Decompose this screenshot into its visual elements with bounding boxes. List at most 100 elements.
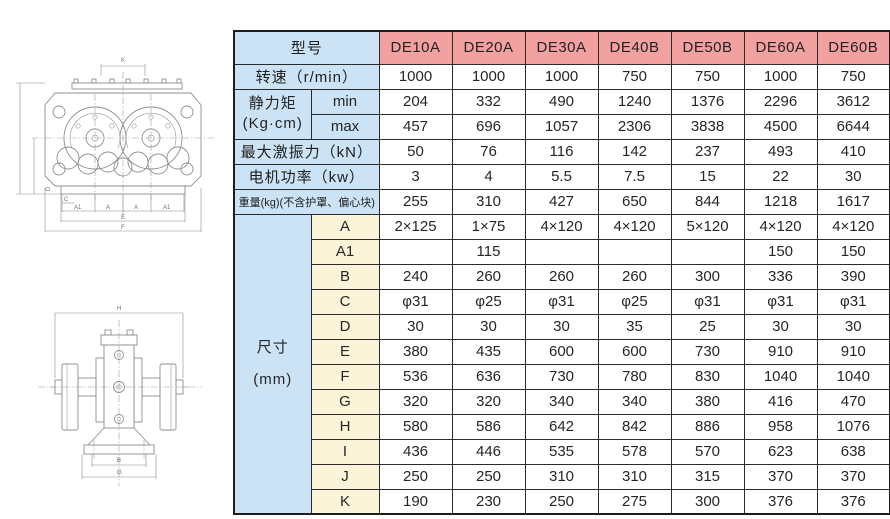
static-moment-min-label-cell: min [310, 88, 380, 115]
table-row: F 536 636 730 780 830 1040 1040 [234, 363, 890, 390]
model-name-cell: DE60B [816, 30, 890, 65]
dimension-label-cell: F [310, 363, 380, 390]
table-row: I 436 446 535 578 570 623 638 [234, 438, 890, 465]
table-row: 型号 DE10A DE20A DE30A DE40B DE50B DE60A DE60B [233, 30, 890, 65]
static-moment-min-value-DE60B: 3612 [816, 88, 890, 115]
power-value-DE50B: 15 [670, 163, 745, 190]
static-moment-min-value-DE50B: 1376 [670, 88, 745, 115]
table-row: 重量(kg)(不含护罩、偏心块) 255 310 427 650 844 1218 1617 [233, 188, 890, 215]
dim-I-value-DE50B: 570 [670, 438, 745, 465]
force-value-DE10A: 50 [378, 138, 453, 165]
dim-A-value-DE30A: 4×120 [524, 213, 599, 240]
dim-F-value-DE60A: 1040 [743, 363, 818, 390]
speed-value-DE60B: 750 [816, 63, 890, 90]
dimensions-header-cell-title: 尺寸 [256, 339, 289, 357]
dim-label-d: D [46, 186, 52, 191]
weight-value-DE30A: 427 [524, 188, 599, 215]
models-header-cell: 型号 [233, 30, 380, 65]
dim-F-value-DE60B: 1040 [816, 363, 890, 390]
force-value-DE50B: 237 [670, 138, 745, 165]
static-moment-max-value-DE60A: 4500 [743, 113, 818, 140]
dim-D-value-DE20A: 30 [451, 313, 526, 340]
force-value-DE60B: 410 [816, 138, 890, 165]
power-value-DE10A: 3 [378, 163, 453, 190]
dim-K-value-DE60A: 376 [743, 488, 818, 515]
dimension-label-cell: E [310, 338, 380, 365]
dimension-label-cell: A [310, 213, 380, 240]
dim-label-a-left: A [106, 205, 110, 211]
dim-A-value-DE50B: 5×120 [670, 213, 745, 240]
dimension-label-cell: J [310, 463, 380, 490]
table-row: B 240 260 260 260 300 336 390 [234, 263, 890, 290]
dim-E-value-DE60A: 910 [743, 338, 818, 365]
dim-E-value-DE40B: 600 [597, 338, 672, 365]
model-name-cell: DE40B [597, 30, 672, 65]
dimensions-header-cell: 尺寸 (mm) [233, 213, 312, 515]
dim-label-h: H [117, 306, 121, 312]
table-row: D 30 30 30 35 25 30 30 [234, 313, 890, 340]
dim-A1-value-DE60A: 150 [743, 238, 818, 265]
table-row: J 250 250 310 310 315 370 370 [234, 463, 890, 490]
dim-C-value-DE60A: φ31 [743, 288, 818, 315]
dim-J-value-DE10A: 250 [378, 463, 453, 490]
model-name-cell: DE10A [378, 30, 453, 65]
dim-A1-value-DE60B: 150 [816, 238, 890, 265]
dim-A1-value-DE40B [597, 238, 672, 265]
dim-A-value-DE40B: 4×120 [597, 213, 672, 240]
dim-G-value-DE60B: 470 [816, 388, 890, 415]
power-value-DE20A: 4 [451, 163, 526, 190]
dim-B-value-DE20A: 260 [451, 263, 526, 290]
weight-value-DE40B: 650 [597, 188, 672, 215]
static-moment-label-cell-title: 静力矩 [248, 94, 297, 112]
weight-value-DE60B: 1617 [816, 188, 890, 215]
dim-D-value-DE40B: 35 [597, 313, 672, 340]
dim-A-value-DE60A: 4×120 [743, 213, 818, 240]
dim-label-a1-left: A1 [74, 205, 82, 211]
table-row: G 320 320 340 340 380 416 470 [234, 388, 890, 415]
dimension-label-cell: A1 [310, 238, 380, 265]
table-row: E 380 435 600 600 730 910 910 [234, 338, 890, 365]
speed-value-DE40B: 750 [597, 63, 672, 90]
dim-H-value-DE50B: 886 [670, 413, 745, 440]
dim-C-value-DE10A: φ31 [378, 288, 453, 315]
power-label-cell: 电机功率（kw） [233, 163, 380, 190]
power-value-DE60A: 22 [743, 163, 818, 190]
weight-label-cell: 重量(kg)(不含护罩、偏心块) [233, 188, 380, 215]
dim-E-value-DE10A: 380 [378, 338, 453, 365]
dim-B-value-DE60A: 336 [743, 263, 818, 290]
dimension-label-cell: C [310, 288, 380, 315]
power-value-DE30A: 5.5 [524, 163, 599, 190]
table-row: H 580 586 642 842 886 958 1076 [234, 413, 890, 440]
static-moment-min-value-DE10A: 204 [378, 88, 453, 115]
dim-H-value-DE60B: 1076 [816, 413, 890, 440]
weight-value-DE20A: 310 [451, 188, 526, 215]
weight-value-DE10A: 255 [378, 188, 453, 215]
dim-G-value-DE10A: 320 [378, 388, 453, 415]
dim-F-value-DE10A: 536 [378, 363, 453, 390]
static-moment-max-value-DE10A: 457 [378, 113, 453, 140]
exciter-side-view-drawing: H B G [38, 306, 202, 486]
dim-F-value-DE40B: 780 [597, 363, 672, 390]
exciter-top-view-drawing: K D C A1 A A A1 E F [16, 58, 214, 232]
dim-G-value-DE30A: 340 [524, 388, 599, 415]
dim-I-value-DE60B: 638 [816, 438, 890, 465]
dim-F-value-DE20A: 636 [451, 363, 526, 390]
power-value-DE40B: 7.5 [597, 163, 672, 190]
static-moment-min-value-DE60A: 2296 [743, 88, 818, 115]
dim-J-value-DE50B: 315 [670, 463, 745, 490]
static-moment-max-label-cell: max [310, 113, 380, 140]
dimension-label-cell: G [310, 388, 380, 415]
dim-label-b: B [117, 458, 121, 464]
dimension-label-cell: H [310, 413, 380, 440]
dim-A1-value-DE50B [670, 238, 745, 265]
force-value-DE60A: 493 [743, 138, 818, 165]
dim-H-value-DE30A: 642 [524, 413, 599, 440]
dim-label-e: E [121, 215, 125, 221]
table-row: 转速（r/min） 1000 1000 1000 750 750 1000 750 [233, 63, 890, 90]
dim-K-value-DE30A: 250 [524, 488, 599, 515]
dim-C-value-DE20A: φ25 [451, 288, 526, 315]
dim-D-value-DE60B: 30 [816, 313, 890, 340]
static-moment-min-value-DE30A: 490 [524, 88, 599, 115]
